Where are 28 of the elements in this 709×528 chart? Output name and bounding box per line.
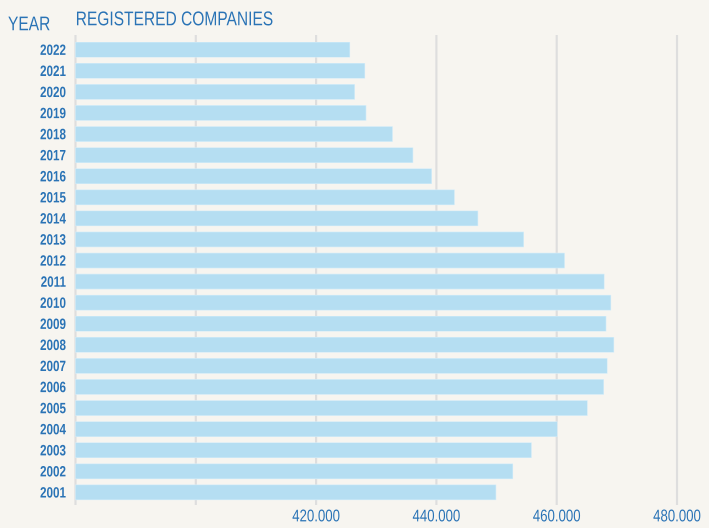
y-tick-label: 2018 — [40, 128, 66, 140]
y-tick-label: 2015 — [40, 192, 66, 203]
x-tick-label: 420.000 — [292, 510, 340, 522]
y-tick-label: 2008 — [40, 340, 66, 350]
y-tick-label: 2006 — [40, 382, 66, 392]
x-tick-label: 460.000 — [533, 510, 580, 522]
y-tick-label: 2012 — [40, 255, 66, 266]
y-tick-label: 2011 — [41, 276, 66, 287]
y-tick-label: 2019 — [40, 108, 66, 118]
chart-title: REGISTERED COMPANIES — [76, 11, 272, 26]
x-tick-label: 440.000 — [412, 510, 460, 522]
y-axis-title: YEAR — [8, 16, 50, 30]
x-tick-label: 480.000 — [653, 510, 700, 522]
y-tick-label: 2007 — [40, 360, 66, 372]
y-tick-label: 2004 — [40, 424, 66, 434]
y-tick-label: 2010 — [40, 297, 66, 308]
y-tick-label: 2014 — [40, 213, 66, 224]
y-tick-label: 2001 — [40, 487, 66, 498]
y-tick-label: 2005 — [40, 402, 66, 414]
y-tick-label: 2002 — [40, 466, 66, 477]
y-tick-label: 2020 — [40, 86, 66, 98]
y-tick-label: 2003 — [40, 444, 66, 456]
y-tick-label: 2021 — [40, 66, 66, 76]
y-tick-label: 2017 — [40, 150, 66, 160]
y-tick-label: 2009 — [40, 318, 66, 330]
y-tick-label: 2016 — [40, 170, 66, 182]
y-tick-label: 2013 — [40, 234, 66, 245]
y-tick-label: 2022 — [40, 44, 66, 56]
